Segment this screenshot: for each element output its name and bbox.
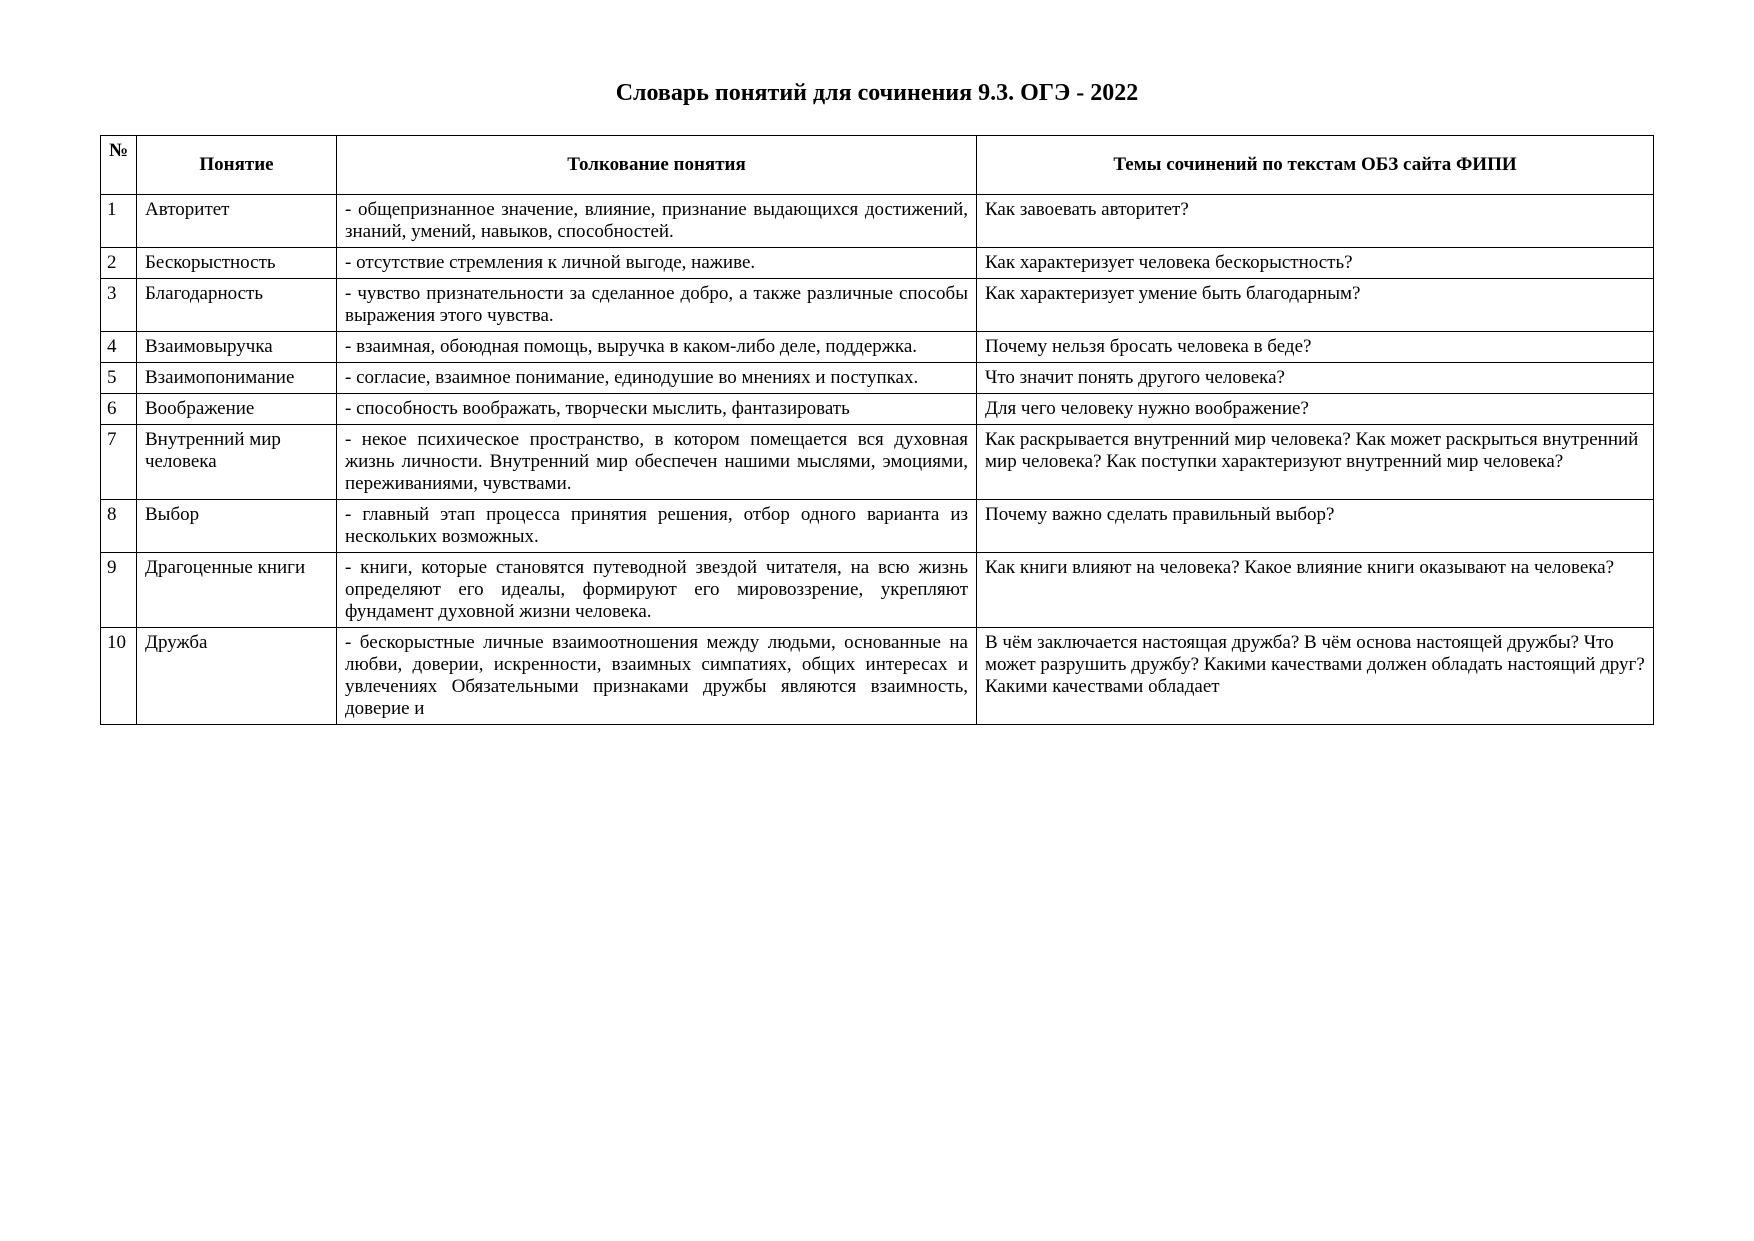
cell-definition: - чувство признательности за сделанное д… [337,279,977,332]
cell-definition: - отсутствие стремления к личной выгоде,… [337,248,977,279]
cell-definition: - книги, которые становятся путеводной з… [337,553,977,628]
header-num: № [101,136,137,195]
table-header-row: № Понятие Толкование понятия Темы сочине… [101,136,1654,195]
cell-definition: - согласие, взаимное понимание, единодуш… [337,363,977,394]
cell-topics: Для чего человеку нужно воображение? [977,394,1654,425]
cell-topics: Как характеризует умение быть благодарны… [977,279,1654,332]
cell-concept: Выбор [137,500,337,553]
header-topics: Темы сочинений по текстам ОБЗ сайта ФИПИ [977,136,1654,195]
cell-num: 7 [101,425,137,500]
table-row: 4Взаимовыручка- взаимная, обоюдная помощ… [101,332,1654,363]
page-title: Словарь понятий для сочинения 9.3. ОГЭ -… [100,80,1654,107]
cell-num: 5 [101,363,137,394]
header-definition: Толкование понятия [337,136,977,195]
cell-num: 10 [101,628,137,725]
cell-definition: - некое психическое пространство, в кото… [337,425,977,500]
cell-concept: Благодарность [137,279,337,332]
cell-definition: - способность воображать, творчески мысл… [337,394,977,425]
cell-num: 9 [101,553,137,628]
cell-definition: - общепризнанное значение, влияние, приз… [337,195,977,248]
cell-concept: Дружба [137,628,337,725]
table-row: 8Выбор- главный этап процесса принятия р… [101,500,1654,553]
cell-num: 3 [101,279,137,332]
cell-concept: Взаимопонимание [137,363,337,394]
table-row: 9Драгоценные книги- книги, которые стано… [101,553,1654,628]
table-row: 10Дружба- бескорыстные личные взаимоотно… [101,628,1654,725]
cell-concept: Бескорыстность [137,248,337,279]
table-row: 5Взаимопонимание- согласие, взаимное пон… [101,363,1654,394]
cell-num: 4 [101,332,137,363]
cell-topics: Как раскрывается внутренний мир человека… [977,425,1654,500]
table-body: 1Авторитет- общепризнанное значение, вли… [101,195,1654,725]
glossary-table: № Понятие Толкование понятия Темы сочине… [100,135,1654,725]
cell-num: 8 [101,500,137,553]
cell-concept: Драгоценные книги [137,553,337,628]
cell-topics: Как завоевать авторитет? [977,195,1654,248]
cell-concept: Авторитет [137,195,337,248]
cell-topics: Как характеризует человека бескорыстност… [977,248,1654,279]
cell-topics: Как книги влияют на человека? Какое влия… [977,553,1654,628]
cell-definition: - бескорыстные личные взаимоотношения ме… [337,628,977,725]
cell-topics: Почему нельзя бросать человека в беде? [977,332,1654,363]
table-row: 2Бескорыстность- отсутствие стремления к… [101,248,1654,279]
cell-topics: В чём заключается настоящая дружба? В чё… [977,628,1654,725]
table-row: 1Авторитет- общепризнанное значение, вли… [101,195,1654,248]
cell-definition: - главный этап процесса принятия решения… [337,500,977,553]
header-concept: Понятие [137,136,337,195]
cell-definition: - взаимная, обоюдная помощь, выручка в к… [337,332,977,363]
table-row: 3Благодарность- чувство признательности … [101,279,1654,332]
cell-topics: Почему важно сделать правильный выбор? [977,500,1654,553]
cell-concept: Воображение [137,394,337,425]
cell-concept: Взаимовыручка [137,332,337,363]
cell-topics: Что значит понять другого человека? [977,363,1654,394]
cell-num: 6 [101,394,137,425]
cell-concept: Внутренний мир человека [137,425,337,500]
cell-num: 1 [101,195,137,248]
table-row: 7Внутренний мир человека- некое психичес… [101,425,1654,500]
cell-num: 2 [101,248,137,279]
table-row: 6Воображение- способность воображать, тв… [101,394,1654,425]
